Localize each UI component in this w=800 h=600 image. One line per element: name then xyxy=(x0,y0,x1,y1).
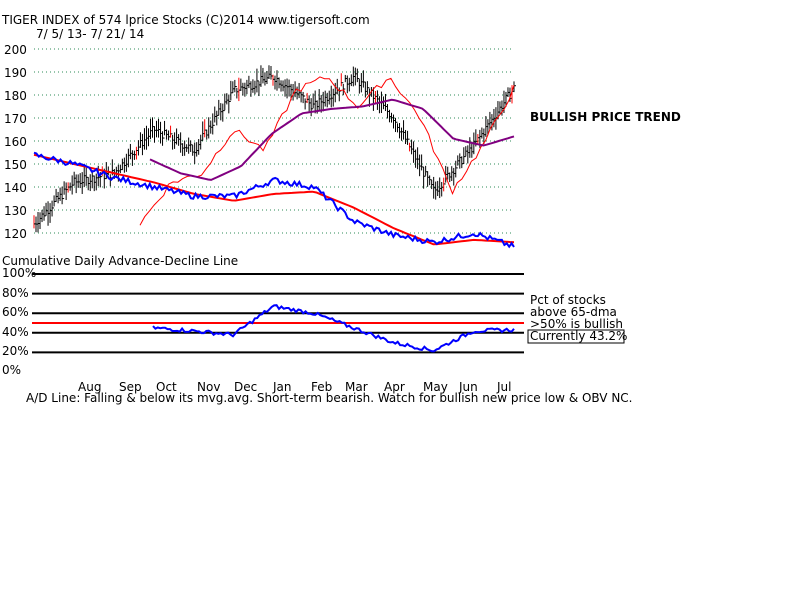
ad-line-commentary: A/D Line: Falling & below its mvg.avg. S… xyxy=(26,391,633,405)
month-label: May xyxy=(423,380,448,394)
month-label: Nov xyxy=(197,380,220,394)
y-tick-130: 130 xyxy=(4,204,27,218)
price-bar xyxy=(395,117,398,133)
lower-y-axis: 100% 80% 60% 40% 20% 0% xyxy=(2,266,36,377)
y-tick-140: 140 xyxy=(4,181,27,195)
month-label: Sep xyxy=(119,380,142,394)
price-bar xyxy=(407,130,410,145)
price-bar xyxy=(51,200,55,217)
y-tick-20pct: 20% xyxy=(2,344,29,358)
upper-y-axis: 200 190 180 170 160 150 140 130 120 xyxy=(4,43,27,241)
month-label: Aug xyxy=(78,380,101,394)
month-label: Jan xyxy=(272,380,292,394)
price-bar xyxy=(310,98,314,117)
price-bar xyxy=(302,91,306,104)
lower-gridlines xyxy=(32,273,524,354)
price-bar xyxy=(338,87,342,102)
y-tick-150: 150 xyxy=(4,158,27,172)
price-bar xyxy=(222,103,225,122)
month-label: Feb xyxy=(311,380,332,394)
chart-title: TIGER INDEX of 574 lprice Stocks (C)2014… xyxy=(1,13,370,27)
price-bar xyxy=(190,140,193,152)
pct-above-65dma-line xyxy=(152,304,515,353)
month-label: Mar xyxy=(345,380,368,394)
y-tick-200: 200 xyxy=(4,43,27,57)
price-bar xyxy=(443,177,446,192)
price-bar xyxy=(513,81,516,93)
price-bar xyxy=(423,166,426,189)
y-tick-0pct: 0% xyxy=(2,363,21,377)
lower-chart-title: Cumulative Daily Advance-Decline Line xyxy=(2,254,238,268)
y-tick-100pct: 100% xyxy=(2,266,36,280)
note-line-3: >50% is bullish xyxy=(530,317,623,331)
purple-moving-average-line xyxy=(149,98,515,181)
price-bar xyxy=(455,160,458,178)
price-bar xyxy=(43,206,47,221)
month-label: Oct xyxy=(156,380,177,394)
price-bar xyxy=(256,68,259,93)
note-line-2: above 65-dma xyxy=(530,305,617,319)
bullish-trend-annotation: BULLISH PRICE TREND xyxy=(530,110,681,124)
price-bar xyxy=(212,113,215,135)
month-label: Dec xyxy=(234,380,257,394)
y-tick-40pct: 40% xyxy=(2,325,29,339)
current-value-box xyxy=(527,329,625,344)
month-label: Apr xyxy=(384,380,405,394)
short-moving-average-line xyxy=(139,76,515,226)
price-bar xyxy=(463,147,466,165)
upper-gridlines xyxy=(34,48,514,234)
pct-notes: Pct of stocks above 65-dma >50% is bulli… xyxy=(527,293,627,344)
price-bar xyxy=(170,125,173,138)
price-bar xyxy=(107,166,111,176)
month-label: Jun xyxy=(458,380,478,394)
date-range: 7/ 5/ 13- 7/ 21/ 14 xyxy=(36,27,144,41)
price-bar xyxy=(340,73,344,87)
price-bar xyxy=(162,131,165,146)
note-line-1: Pct of stocks xyxy=(530,293,606,307)
price-bar xyxy=(234,79,237,93)
y-tick-80pct: 80% xyxy=(2,286,29,300)
price-bar xyxy=(356,68,360,83)
y-tick-60pct: 60% xyxy=(2,305,29,319)
price-bar xyxy=(228,94,231,114)
price-bar xyxy=(429,175,432,186)
y-tick-190: 190 xyxy=(4,66,27,80)
price-bars xyxy=(33,65,516,233)
y-tick-170: 170 xyxy=(4,112,27,126)
advance-decline-line xyxy=(33,151,515,249)
red-moving-average-line xyxy=(33,153,515,246)
month-label: Jul xyxy=(496,380,511,394)
y-tick-180: 180 xyxy=(4,89,27,103)
y-tick-120: 120 xyxy=(4,227,27,241)
price-bar xyxy=(366,81,370,95)
price-bar xyxy=(61,186,65,205)
x-axis-months: Aug Sep Oct Nov Dec Jan Feb Mar Apr May … xyxy=(78,380,511,394)
current-value: Currently 43.2% xyxy=(530,329,627,343)
y-tick-160: 160 xyxy=(4,135,27,149)
